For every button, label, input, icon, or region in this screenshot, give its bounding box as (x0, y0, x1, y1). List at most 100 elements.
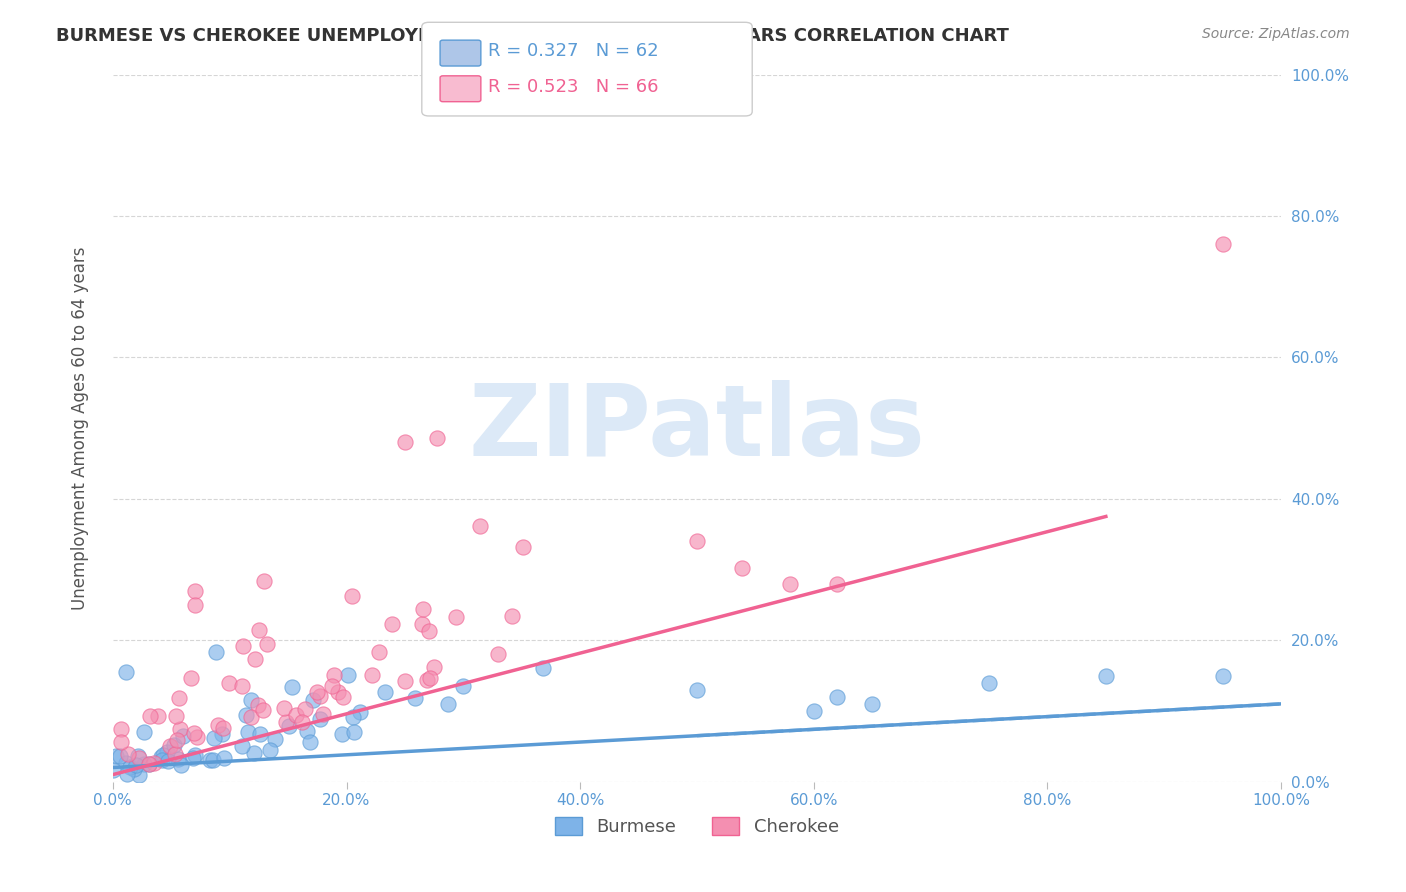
Point (139, 708, 162, 723)
Point (180, 671, 202, 685)
Point (152, 748, 174, 763)
Point (281, 680, 304, 694)
Point (239, 693, 262, 707)
Point (451, 679, 474, 693)
Point (110, 722, 132, 736)
Point (803, 704, 825, 718)
Point (256, 636, 278, 650)
Point (103, 763, 125, 777)
Point (231, 739, 253, 754)
Point (245, 652, 267, 666)
Point (374, 685, 396, 699)
Point (277, 719, 299, 733)
Point (336, 668, 359, 682)
Point (426, 431, 449, 445)
Point (207, 718, 229, 732)
Point (167, 690, 190, 705)
Point (404, 691, 426, 706)
Text: ZIPatlas: ZIPatlas (468, 380, 925, 476)
Point (157, 754, 180, 768)
Point (343, 725, 366, 739)
Point (138, 757, 160, 772)
Point (128, 768, 150, 782)
Point (115, 767, 138, 781)
Point (423, 659, 446, 673)
Point (686, 682, 709, 697)
Text: Source: ZipAtlas.com: Source: ZipAtlas.com (1202, 27, 1350, 41)
Point (124, 762, 146, 776)
Point (115, 665, 138, 680)
Point (340, 590, 363, 604)
Text: R = 0.523   N = 66: R = 0.523 N = 66 (488, 78, 658, 95)
Point (110, 734, 132, 748)
Point (181, 751, 204, 765)
Point (108, 748, 131, 763)
Point (117, 747, 139, 761)
Point (118, 760, 141, 774)
Point (501, 608, 523, 623)
Point (302, 693, 325, 707)
Point (150, 749, 173, 764)
Point (143, 756, 166, 771)
Point (321, 679, 343, 693)
Point (264, 731, 287, 746)
Point (342, 709, 364, 723)
Point (235, 707, 257, 722)
Point (156, 745, 179, 759)
Point (731, 561, 754, 575)
Point (183, 726, 205, 740)
Point (419, 671, 441, 685)
Point (380, 616, 402, 631)
Point (232, 640, 254, 654)
Point (125, 758, 148, 772)
Point (531, 661, 554, 675)
Point (253, 574, 276, 589)
Point (328, 685, 350, 699)
Point (183, 748, 205, 763)
Point (276, 714, 298, 729)
Point (437, 697, 460, 711)
Point (290, 714, 312, 729)
Y-axis label: Unemployment Among Ages 60 to 64 years: Unemployment Among Ages 60 to 64 years (72, 246, 89, 610)
Point (470, 518, 492, 533)
Point (259, 743, 281, 757)
Point (368, 644, 391, 658)
Point (779, 576, 801, 591)
Point (150, 753, 173, 767)
Point (416, 673, 439, 688)
Point (332, 690, 354, 705)
Point (486, 648, 509, 662)
Point (202, 754, 225, 768)
Point (166, 733, 188, 747)
Point (128, 751, 150, 765)
Legend: Burmese, Cherokee: Burmese, Cherokee (548, 810, 846, 843)
Point (1212, 237, 1234, 252)
Point (1095, 668, 1118, 682)
Point (172, 729, 194, 743)
Point (860, 697, 883, 711)
Point (311, 706, 333, 721)
Point (218, 676, 240, 690)
Point (360, 667, 382, 681)
Point (394, 674, 416, 689)
Point (114, 756, 136, 771)
Point (132, 757, 155, 772)
Point (1212, 668, 1234, 682)
Point (349, 705, 371, 719)
Point (163, 747, 186, 762)
Point (162, 738, 184, 752)
Point (239, 710, 262, 724)
Point (104, 748, 127, 763)
Point (186, 730, 208, 744)
Point (323, 667, 346, 681)
Point (977, 675, 1000, 690)
Point (252, 703, 274, 717)
Point (146, 708, 169, 723)
Point (132, 725, 155, 739)
Point (159, 739, 181, 754)
Point (170, 758, 193, 772)
Point (247, 624, 270, 638)
Point (412, 602, 434, 616)
Point (231, 679, 253, 693)
Text: BURMESE VS CHEROKEE UNEMPLOYMENT AMONG AGES 60 TO 64 YEARS CORRELATION CHART: BURMESE VS CHEROKEE UNEMPLOYMENT AMONG A… (56, 27, 1010, 45)
